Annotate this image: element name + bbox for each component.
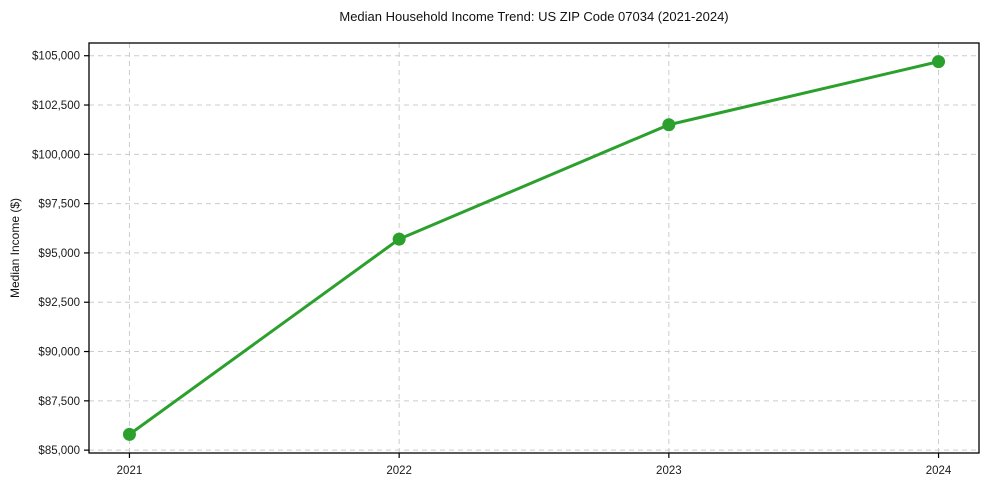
data-point-2022 — [392, 232, 406, 246]
x-tick-label: 2023 — [656, 465, 682, 477]
x-tick-label: 2021 — [117, 465, 143, 477]
data-point-2021 — [122, 427, 136, 441]
y-tick-label: $95,000 — [38, 248, 80, 260]
x-tick-label: 2022 — [386, 465, 412, 477]
data-point-2023 — [662, 118, 676, 132]
data-point-2024 — [932, 55, 946, 69]
y-tick-label: $102,500 — [32, 100, 80, 112]
y-tick-label: $92,500 — [38, 297, 80, 309]
y-tick-label: $100,000 — [32, 149, 80, 161]
y-tick-label: $85,000 — [38, 445, 80, 457]
plot-border — [88, 42, 980, 454]
y-tick-label: $87,500 — [38, 396, 80, 408]
x-tick-label: 2024 — [926, 465, 952, 477]
y-tick-label: $105,000 — [32, 51, 80, 63]
chart-title: Median Household Income Trend: US ZIP Co… — [339, 9, 729, 24]
y-tick-label: $97,500 — [38, 199, 80, 211]
y-tick-label: $90,000 — [38, 347, 80, 359]
trend-line — [127, 60, 941, 436]
